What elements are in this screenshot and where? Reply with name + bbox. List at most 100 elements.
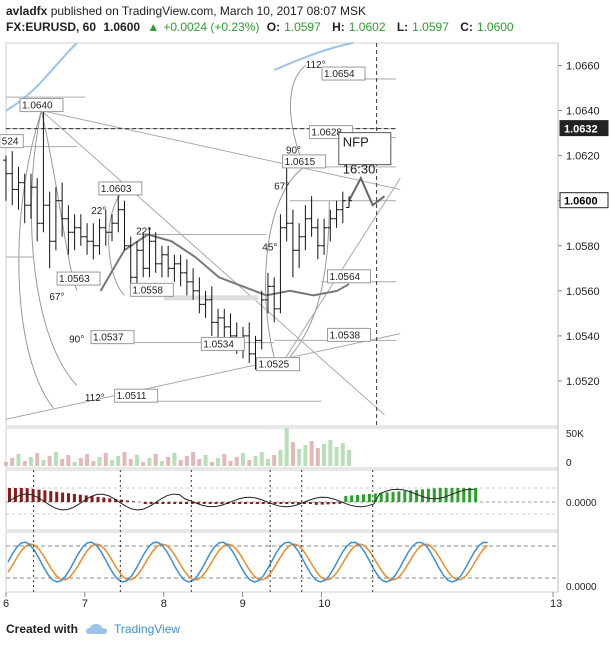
volume-axis-label: 50K [566,429,584,440]
volume-bar [47,456,52,466]
support-zone [163,295,259,301]
volume-bar [228,461,233,466]
angle-label: 90° [69,335,84,346]
author-name[interactable]: avladfx [6,4,48,18]
volume-bar [328,440,333,466]
macd-histogram-bar [179,502,183,504]
price-annotation-box [282,154,327,169]
macd-histogram-bar [444,488,448,502]
macd-histogram-bar [67,493,70,502]
open-value: 1.0597 [284,20,321,34]
volume-bar [315,448,320,466]
macd-histogram-bar [232,502,236,504]
volume-bar [66,455,71,466]
macd-histogram-bar [102,497,106,502]
chart-header: avladfx published on TradingView.com, Ma… [6,3,606,35]
macd-histogram-bar [185,502,188,504]
macd-histogram-bar [397,491,401,502]
volume-bar [265,459,270,466]
macd-histogram-bar [297,502,301,504]
low-label: L: [396,20,409,34]
macd-histogram-bar [244,502,247,504]
price-annotation-box [114,388,159,403]
price-annotation-box [56,271,101,286]
price-annotation-label: 524 [2,137,19,148]
macd-signal-line [7,488,475,511]
macd-histogram-bar [155,502,159,504]
volume-bar [41,460,46,466]
price-annotation-box [200,336,245,351]
volume-bar [203,455,208,466]
created-with-text: Created with [6,622,79,636]
nfp-label: NFP [343,135,369,150]
angle-label: 45° [262,242,277,253]
price-annotation-box [98,181,143,196]
tradingview-brand[interactable]: TradingView [86,622,180,636]
macd-histogram-bar [55,491,59,502]
macd-histogram-bar [332,502,336,505]
price-axis-marker-label: 1.0632 [564,124,598,136]
angle-label: 22° [136,227,151,238]
price-annotation-label: 1.0628 [311,128,342,139]
y-tick-label: 1.0560 [566,286,600,298]
macd-histogram-bar [314,502,318,505]
fib-arc [18,110,54,409]
macd-histogram-bar [214,502,218,504]
macd-histogram-bar [8,488,11,502]
volume-bar [278,450,283,466]
fib-arc [277,200,330,371]
fib-arc [108,193,125,296]
angle-label: 67° [274,181,289,192]
macd-histogram-bar [456,488,460,502]
macd-histogram-bar [108,498,112,502]
volume-zero-label: 0 [566,458,572,469]
macd-histogram-bar [373,493,377,502]
macd-histogram-bar [37,489,41,502]
volume-bar [78,458,83,466]
macd-histogram-bar [255,502,259,504]
volume-bar [340,443,345,466]
volume-bar [159,461,164,466]
trend-line [5,333,401,420]
volume-bar [297,449,302,466]
volume-bar [209,462,214,466]
macd-histogram-bar [84,495,88,502]
macd-histogram-bar [385,492,389,502]
price-axis-marker [559,192,609,209]
macd-histogram-bar [131,501,135,502]
symbol-label: FX:EURUSD, 60 [6,20,97,34]
macd-histogram-bar [208,502,212,504]
price-annotation-label: 1.0563 [59,274,90,285]
brand-name: TradingView [114,622,181,636]
publish-line: avladfx published on TradingView.com, Ma… [6,3,606,19]
close-label: C: [460,20,473,34]
volume-bar [72,462,77,466]
volume-bar [178,460,183,466]
macd-histogram-bar [320,502,324,505]
volume-bar [322,444,327,466]
last-price: 1.0600 [103,20,141,34]
macd-histogram-bar [149,502,153,504]
macd-histogram-bar [303,502,306,504]
price-change: +0.0024 (+0.23%) [163,20,260,34]
macd-histogram-bar [391,491,395,502]
published-text: published on TradingView.com, March 10, … [50,4,367,18]
macd-histogram-bar [338,502,342,504]
macd-histogram-bar [344,495,348,502]
moving-average-line [99,233,350,297]
macd-histogram-bar [379,492,383,502]
nfp-time-label: 16:30 [343,162,376,177]
macd-histogram-bar [72,493,76,502]
macd-histogram-bar [450,488,454,502]
volume-bar [253,456,258,466]
price-chart[interactable]: 1.0660 1.0640 1.0620 1.0600 1.0580 1.0560 1.05… [0,0,611,620]
volume-bar [303,445,308,466]
price-annotation-label: 1.0603 [101,184,132,195]
volume-bar [22,461,27,466]
y-tick-label: 1.0620 [566,151,600,163]
price-annotation-label: 1.0525 [259,360,290,371]
macd-histogram-bar [167,502,171,504]
macd-histogram-bar [90,496,94,502]
volume-bar [166,457,171,466]
angle-label: 112° [85,393,105,404]
